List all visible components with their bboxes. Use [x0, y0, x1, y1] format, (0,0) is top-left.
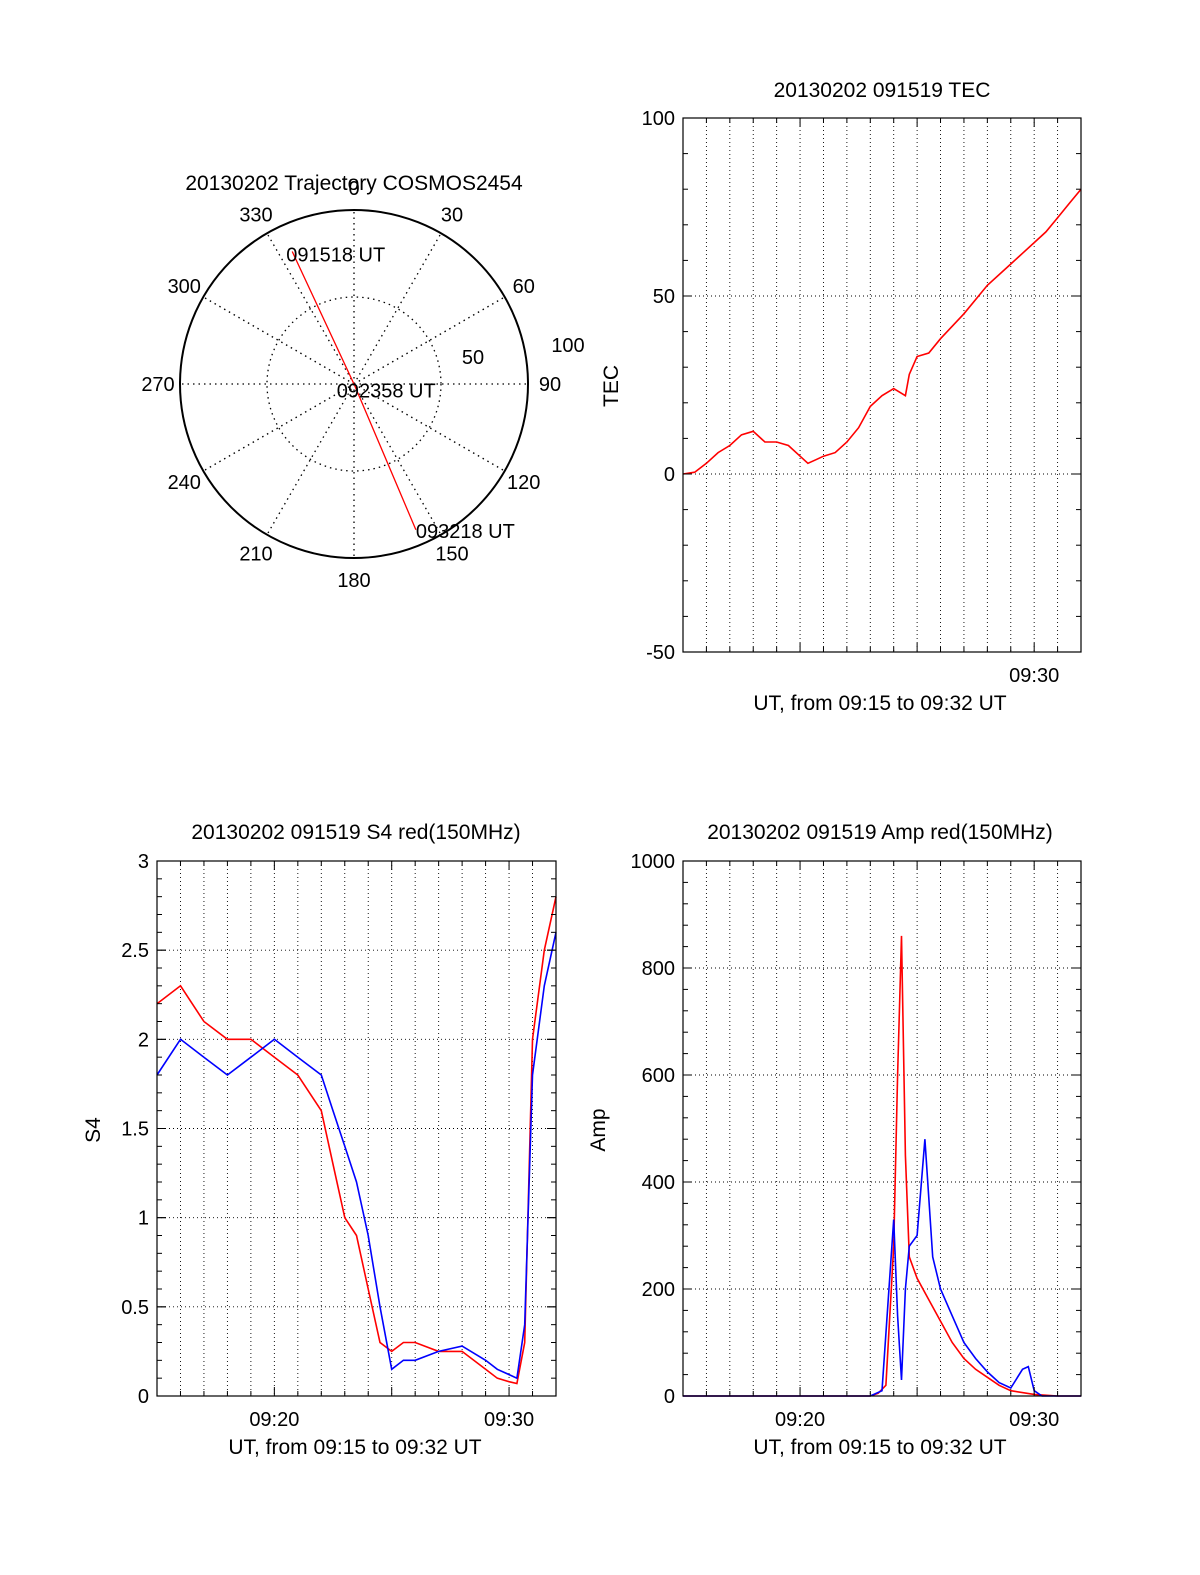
polar-angle-label: 330 [239, 204, 272, 226]
polar-spoke [266, 383, 355, 536]
y-tick-label: 200 [642, 1279, 675, 1301]
plot-frame [682, 860, 1082, 1397]
s4-axes [156, 860, 557, 1397]
series-line-blue [683, 1139, 1081, 1397]
y-tick-label: 0 [664, 464, 675, 486]
series-line-red [683, 935, 1081, 1397]
trajectory-time-label: 092358 UT [337, 381, 436, 403]
y-tick-label: 0 [138, 1386, 149, 1408]
y-tick-label: 1 [138, 1208, 149, 1230]
y-tick-label: 0 [664, 1386, 675, 1408]
polar-spoke [353, 232, 442, 385]
x-tick-label: 09:20 [249, 1409, 299, 1431]
series-line-blue [156, 932, 557, 1380]
tec-plot: 20130202 091519 TEC -50 0 50 100 09:30 UT, … [600, 79, 1082, 715]
polar-grid [179, 209, 529, 559]
s4-x-axis-label: UT, from 09:15 to 09:32 UT [228, 1436, 481, 1459]
series-line-red [682, 188, 1082, 475]
trajectory-line [291, 251, 417, 531]
polar-angle-label: 60 [513, 276, 535, 298]
polar-radial-labels: 50 100 [462, 335, 585, 369]
polar-angle-labels: 0 30 60 90 120 150 180 210 240 270 300 330 [141, 178, 561, 592]
amp-grid [683, 861, 1081, 1396]
tec-grid [683, 118, 1081, 652]
plot-frame [156, 860, 557, 1397]
polar-angle-label: 240 [168, 472, 201, 494]
trajectory-time-labels: 091518 UT 092358 UT 093218 UT [286, 245, 515, 543]
y-tick-label: 800 [642, 958, 675, 980]
polar-spoke [266, 232, 355, 385]
s4-series [156, 896, 557, 1385]
polar-outer-circle [179, 209, 529, 559]
amp-axes [682, 860, 1082, 1397]
tec-title: 20130202 091519 TEC [774, 79, 991, 102]
polar-spoke [353, 296, 506, 385]
tec-series [682, 188, 1082, 475]
y-tick-label: 50 [653, 286, 675, 308]
s4-title: 20130202 091519 S4 red(150MHz) [191, 821, 520, 844]
polar-spoke [202, 383, 355, 472]
x-tick-label: 09:20 [775, 1409, 825, 1431]
y-tick-label: 600 [642, 1065, 675, 1087]
tec-y-tick-labels: -50 0 50 100 [642, 108, 675, 664]
amp-x-tick-labels: 09:20 09:30 [775, 1409, 1059, 1431]
trajectory-polar-plot: 20130202 Trajectory COSMOS2454 0 30 60 90 12… [141, 172, 584, 592]
plot-frame [682, 117, 1082, 653]
trajectory-track [291, 251, 417, 531]
polar-angle-label: 30 [441, 204, 463, 226]
polar-angle-label: 300 [168, 276, 201, 298]
y-tick-label: 0.5 [121, 1297, 149, 1319]
polar-spoke [353, 383, 506, 472]
amp-y-tick-labels: 0 200 400 600 800 1000 [631, 851, 676, 1408]
trajectory-time-label: 093218 UT [416, 521, 515, 543]
x-tick-label: 09:30 [1009, 665, 1059, 687]
polar-angle-label: 120 [507, 472, 540, 494]
s4-plot: 20130202 091519 S4 red(150MHz) 0 0.5 1 1.5 2… [82, 821, 557, 1459]
trajectory-title: 20130202 Trajectory COSMOS2454 [185, 172, 523, 195]
tec-y-axis-label: TEC [600, 365, 623, 407]
tec-x-axis-label: UT, from 09:15 to 09:32 UT [753, 692, 1006, 715]
y-tick-label: 1.5 [121, 1119, 149, 1141]
polar-angle-label: 0 [348, 178, 359, 200]
polar-spoke [202, 296, 355, 385]
y-tick-label: 2.5 [121, 940, 149, 962]
s4-x-tick-labels: 09:20 09:30 [249, 1409, 534, 1431]
s4-y-tick-labels: 0 0.5 1 1.5 2 2.5 3 [121, 851, 149, 1408]
amp-title: 20130202 091519 Amp red(150MHz) [707, 821, 1053, 844]
tec-axes [682, 117, 1082, 653]
amp-y-axis-label: Amp [587, 1108, 610, 1151]
polar-spoke [353, 383, 442, 536]
s4-grid [157, 861, 556, 1396]
tec-x-tick-labels: 09:30 [1009, 665, 1059, 687]
series-line-red [156, 896, 557, 1385]
y-tick-label: -50 [646, 642, 675, 664]
y-tick-label: 3 [138, 851, 149, 873]
polar-angle-label: 180 [337, 570, 370, 592]
polar-angle-label: 90 [539, 374, 561, 396]
x-tick-label: 09:30 [1009, 1409, 1059, 1431]
y-tick-label: 400 [642, 1172, 675, 1194]
y-tick-label: 100 [642, 108, 675, 130]
polar-radial-label: 50 [462, 347, 484, 369]
y-tick-label: 2 [138, 1029, 149, 1051]
polar-angle-label: 270 [141, 374, 174, 396]
amp-x-axis-label: UT, from 09:15 to 09:32 UT [753, 1436, 1006, 1459]
x-tick-label: 09:30 [484, 1409, 534, 1431]
s4-y-axis-label: S4 [82, 1117, 105, 1143]
trajectory-time-label: 091518 UT [286, 245, 385, 267]
polar-angle-label: 210 [239, 544, 272, 566]
y-tick-label: 1000 [631, 851, 676, 873]
polar-radial-label: 100 [551, 335, 584, 357]
polar-inner-circle [266, 296, 442, 472]
amp-plot: 20130202 091519 Amp red(150MHz) 0 200 400 6… [587, 821, 1082, 1459]
amp-series [683, 935, 1081, 1397]
polar-angle-label: 150 [435, 544, 468, 566]
